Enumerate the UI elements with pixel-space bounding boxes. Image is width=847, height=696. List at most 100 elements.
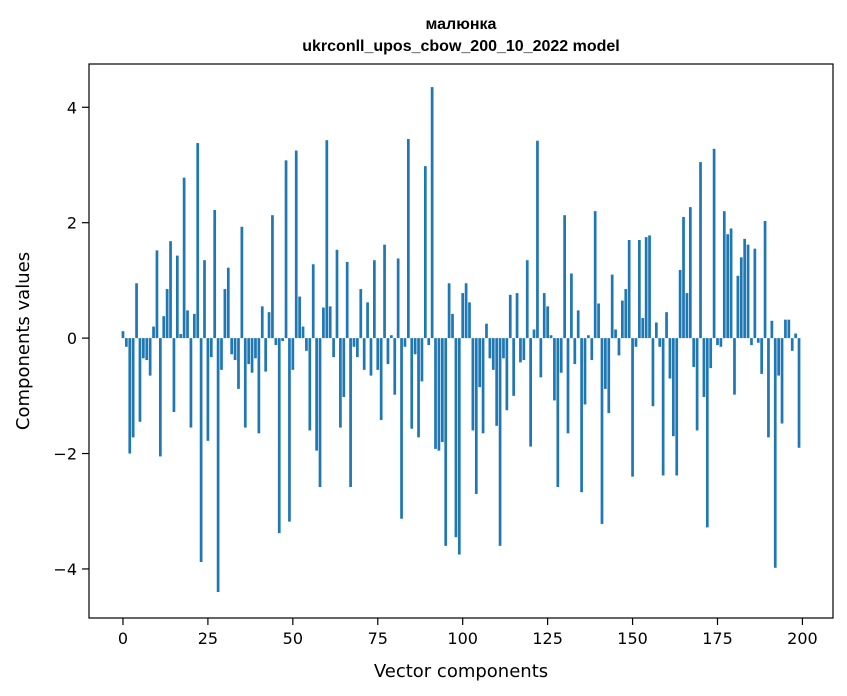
bar-17 [179, 334, 183, 339]
bar-26 [209, 338, 213, 358]
bar-195 [784, 319, 787, 339]
bar-149 [627, 240, 631, 339]
bar-25 [206, 338, 210, 441]
bar-124 [542, 293, 546, 339]
bar-146 [617, 338, 621, 356]
bar-1 [125, 338, 128, 347]
x-tick-label-50: 50 [283, 629, 303, 648]
bar-61 [328, 306, 332, 339]
bar-135 [580, 338, 583, 493]
bar-104 [474, 338, 478, 494]
bar-137 [587, 335, 590, 339]
bar-165 [682, 216, 685, 339]
bar-49 [288, 338, 291, 522]
x-tick-label-150: 150 [617, 629, 648, 648]
bar-96 [447, 283, 451, 339]
bar-152 [638, 240, 641, 339]
bar-109 [491, 338, 495, 370]
bar-122 [536, 140, 539, 339]
bar-116 [515, 293, 519, 339]
bar-67 [349, 338, 352, 487]
bar-141 [600, 338, 604, 524]
bar-40 [257, 338, 261, 434]
x-axis-label: Vector components [374, 661, 548, 682]
bar-107 [485, 323, 488, 339]
bar-14 [169, 241, 172, 339]
bar-184 [746, 244, 750, 339]
bar-10 [155, 250, 159, 339]
bar-21 [192, 313, 196, 339]
bar-147 [621, 300, 624, 339]
bar-91 [430, 87, 434, 339]
y-tick-label-0: 0 [67, 329, 77, 348]
bar-177 [722, 211, 726, 339]
bar-166 [685, 293, 689, 339]
bar-31 [226, 267, 230, 339]
bar-170 [699, 162, 702, 339]
bar-176 [719, 338, 723, 347]
bar-157 [654, 322, 658, 339]
bar-134 [576, 310, 580, 339]
bar-191 [770, 320, 774, 339]
bar-6 [142, 338, 145, 359]
bar-30 [223, 289, 227, 339]
y-tick-label--4: −4 [53, 560, 77, 579]
bar-123 [539, 338, 543, 378]
bar-19 [186, 310, 189, 339]
bar-154 [644, 237, 648, 339]
bar-79 [390, 335, 393, 339]
bar-63 [335, 249, 339, 339]
chart-title-line-2: ukrconll_upos_cbow_200_10_2022 model [302, 38, 619, 55]
bar-36 [243, 338, 247, 428]
bar-8 [148, 338, 152, 376]
bar-130 [563, 215, 566, 339]
bar-108 [488, 338, 492, 359]
bar-53 [301, 326, 305, 339]
bar-86 [413, 338, 417, 355]
bar-167 [688, 207, 692, 339]
bar-33 [233, 338, 237, 361]
bar-133 [573, 338, 577, 365]
bar-88 [420, 338, 424, 382]
bar-39 [254, 338, 257, 359]
bar-41 [260, 306, 264, 339]
bar-45 [274, 338, 278, 346]
bar-171 [702, 338, 706, 397]
bar-71 [362, 338, 366, 370]
bar-103 [471, 338, 475, 431]
bar-78 [386, 338, 390, 365]
bar-34 [237, 338, 240, 389]
bar-28 [216, 338, 220, 593]
bar-16 [175, 255, 179, 339]
bar-81 [396, 258, 400, 339]
bar-99 [457, 338, 461, 555]
bar-15 [172, 338, 176, 412]
bar-69 [356, 338, 359, 358]
bar-5 [138, 338, 142, 422]
bar-84 [406, 139, 410, 339]
bar-9 [152, 326, 155, 339]
bar-114 [508, 294, 512, 339]
bar-64 [339, 338, 342, 428]
bar-192 [773, 338, 777, 568]
bar-148 [624, 289, 628, 339]
bar-60 [325, 140, 329, 339]
bar-129 [559, 338, 563, 373]
bar-57 [315, 338, 318, 451]
bar-131 [566, 338, 570, 434]
bar-159 [661, 338, 665, 476]
bar-48 [284, 160, 288, 339]
bar-155 [648, 235, 651, 339]
bar-92 [434, 338, 437, 449]
bar-180 [733, 338, 736, 395]
bar-111 [498, 338, 502, 546]
bar-35 [240, 226, 244, 339]
bar-143 [607, 338, 611, 414]
bar-190 [767, 338, 770, 438]
bar-52 [298, 296, 301, 339]
bar-183 [743, 238, 747, 339]
bar-150 [631, 338, 634, 477]
bar-75 [376, 338, 380, 370]
